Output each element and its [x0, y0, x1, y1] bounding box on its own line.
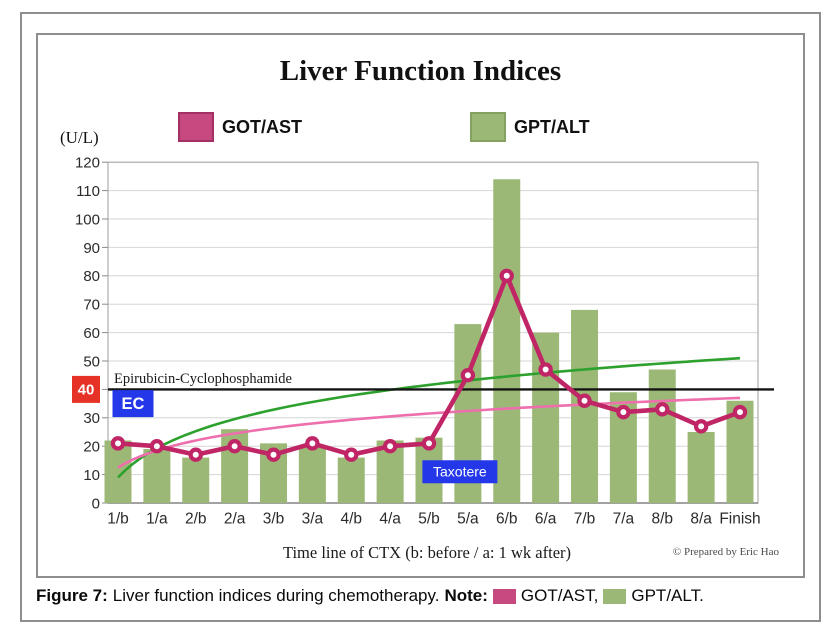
legend-label-got-ast: GOT/AST	[222, 116, 302, 137]
y-tick-label: 30	[83, 410, 100, 427]
y-40-badge-label: 40	[78, 382, 95, 399]
data-point-marker	[616, 404, 631, 420]
x-tick-label: 5/b	[418, 511, 440, 528]
x-tick-label: 6/a	[535, 511, 557, 528]
bar-8/a	[687, 432, 715, 503]
bar-6/a	[532, 332, 560, 503]
data-point-marker	[110, 436, 126, 451]
x-tick-label: 6/b	[496, 511, 518, 528]
chart-panel: Liver Function Indices GOT/AST GPT/ALT (…	[36, 33, 805, 578]
gpt-alt-swatch	[470, 112, 506, 142]
trendline-GPT/ALT	[117, 356, 741, 479]
annotation-label-ec: EC	[122, 395, 145, 413]
bar-1/b	[104, 440, 132, 503]
y-tick-label: 120	[75, 155, 100, 172]
y-tick-label: 20	[83, 439, 100, 456]
bar-4/b	[337, 457, 365, 503]
data-point-marker	[538, 362, 553, 377]
got-ast-swatch	[178, 112, 214, 142]
y-tick-label: 0	[92, 495, 100, 512]
caption-swatch-gpt-alt	[603, 588, 627, 604]
data-point-marker	[188, 447, 203, 462]
x-axis-title: Time line of CTX (b: before / a: 1 wk af…	[282, 543, 572, 562]
y-tick-label: 70	[83, 297, 100, 314]
x-tick-label: 7/a	[613, 511, 635, 528]
figure-frame: Liver Function Indices GOT/AST GPT/ALT (…	[20, 12, 821, 622]
data-point-marker	[149, 439, 165, 454]
y-axis-unit-label: (U/L)	[60, 128, 99, 147]
data-point-marker	[655, 402, 670, 417]
data-point-marker	[577, 393, 592, 408]
data-point-marker	[732, 404, 748, 420]
x-tick-label: Finish	[719, 511, 760, 528]
legend-item-gpt-alt: GPT/ALT	[470, 112, 590, 142]
x-tick-label: 8/a	[690, 511, 712, 528]
data-point-marker	[693, 419, 709, 434]
caption-text: Liver function indices during chemothera…	[112, 586, 440, 605]
legend-label-gpt-alt: GPT/ALT	[514, 116, 590, 137]
x-tick-label: 4/b	[340, 511, 362, 528]
legend-item-got-ast: GOT/AST	[178, 112, 302, 142]
x-tick-label: 3/b	[263, 511, 285, 528]
data-point-marker	[305, 436, 320, 451]
y-tick-label: 90	[83, 240, 100, 257]
y-tick-label: 100	[75, 211, 100, 228]
y-40-badge	[72, 375, 100, 403]
figure-caption: Figure 7: Liver function indices during …	[36, 586, 704, 606]
y-tick-label: 80	[83, 268, 100, 285]
data-point-marker	[460, 368, 476, 383]
x-tick-label: 1/b	[107, 511, 129, 528]
y-tick-label: 10	[83, 467, 100, 484]
data-point-marker	[266, 447, 281, 462]
y-tick-label: 50	[83, 353, 100, 370]
bar-2/b	[182, 457, 210, 503]
reference-line-label: Epirubicin-Cyclophosphamide	[114, 371, 292, 387]
caption-figure-label: Figure 7:	[36, 586, 108, 605]
data-point-marker	[499, 268, 514, 283]
x-tick-label: 5/a	[457, 511, 479, 528]
y-tick-label: 60	[83, 325, 100, 342]
x-tick-label: 3/a	[302, 511, 324, 528]
caption-note-got-ast: GOT/AST,	[520, 586, 599, 605]
caption-note-gpt-alt: GPT/ALT.	[631, 586, 704, 605]
annotation-box-taxotere	[422, 460, 498, 484]
bar-3/a	[298, 446, 326, 503]
x-tick-label: 2/b	[185, 511, 207, 528]
chart-plot: 0 10 20 30 50 60 70 80 90 100 110 120 40 1/b 1/a 2/b 2/a…	[72, 155, 774, 528]
x-tick-label: 4/a	[379, 511, 401, 528]
data-point-marker	[421, 436, 437, 451]
x-tick-label: 1/a	[146, 511, 168, 528]
x-tick-label: 2/a	[224, 511, 246, 528]
data-point-marker	[227, 439, 242, 454]
y-tick-label: 110	[76, 183, 100, 200]
data-point-marker	[382, 439, 398, 454]
data-point-marker	[344, 447, 359, 462]
bar-1/a	[143, 449, 171, 503]
caption-note-label: Note:	[444, 586, 488, 605]
chart-title: Liver Function Indices	[279, 55, 562, 87]
x-tick-label: 8/b	[651, 511, 673, 528]
annotation-label-taxotere: Taxotere	[433, 464, 487, 480]
annotation-box-ec	[112, 390, 154, 418]
x-tick-label: 7/b	[574, 511, 596, 528]
caption-swatch-got-ast	[492, 588, 516, 604]
credit-text: © Prepared by Eric Hao	[672, 546, 779, 558]
trendline-GOT/AST	[117, 396, 741, 469]
bar-8/b	[648, 369, 676, 503]
bar-6/b	[493, 179, 521, 504]
